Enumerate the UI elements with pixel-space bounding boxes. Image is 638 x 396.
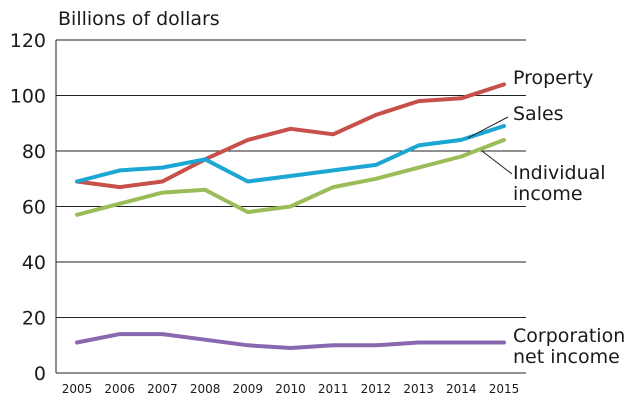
y-axis-title: Billions of dollars xyxy=(58,8,220,30)
y-axis: 0 20 40 60 80 100 120 xyxy=(10,30,57,385)
y-tick-label-40: 40 xyxy=(22,252,46,274)
series-line-corporation-net-income xyxy=(75,332,506,350)
x-tick-label-2011: 2011 xyxy=(318,382,349,396)
x-tick-label-2006: 2006 xyxy=(104,382,135,396)
x-tick-label-2012: 2012 xyxy=(361,382,392,396)
series-line-sales xyxy=(75,124,506,184)
series-label-sales: Sales xyxy=(513,103,564,125)
y-tick-label-120: 120 xyxy=(10,30,46,52)
series-label-corporation-net-income: Corporation net income xyxy=(513,325,625,368)
y-tick-label-80: 80 xyxy=(22,141,46,163)
x-axis: 2005 2006 2007 2008 2009 2010 2011 2012 2013 2014… xyxy=(62,382,520,396)
y-tick-label-20: 20 xyxy=(22,308,46,330)
y-tick-label-100: 100 xyxy=(10,86,46,108)
x-tick-label-2009: 2009 xyxy=(233,382,264,396)
leader-sales xyxy=(467,116,509,139)
y-tick-label-60: 60 xyxy=(22,197,46,219)
gridlines xyxy=(56,39,526,374)
series-label-property: Property xyxy=(513,67,593,89)
series-lines xyxy=(75,82,506,350)
x-tick-label-2007: 2007 xyxy=(147,382,178,396)
leader-individual-income xyxy=(481,150,513,175)
label-leader-lines xyxy=(467,116,513,175)
x-tick-label-2010: 2010 xyxy=(275,382,306,396)
x-tick-label-2013: 2013 xyxy=(403,382,434,396)
series-line-individual-income xyxy=(75,137,506,217)
series-labels: Property Sales Individual income Corporation… xyxy=(513,67,625,368)
series-label-individual-income: Individual income xyxy=(513,162,606,205)
x-tick-label-2008: 2008 xyxy=(190,382,221,396)
y-tick-label-0: 0 xyxy=(34,363,46,385)
x-tick-label-2014: 2014 xyxy=(446,382,477,396)
series-line-property xyxy=(75,82,506,190)
x-tick-label-2015: 2015 xyxy=(489,382,520,396)
x-tick-label-2005: 2005 xyxy=(62,382,93,396)
